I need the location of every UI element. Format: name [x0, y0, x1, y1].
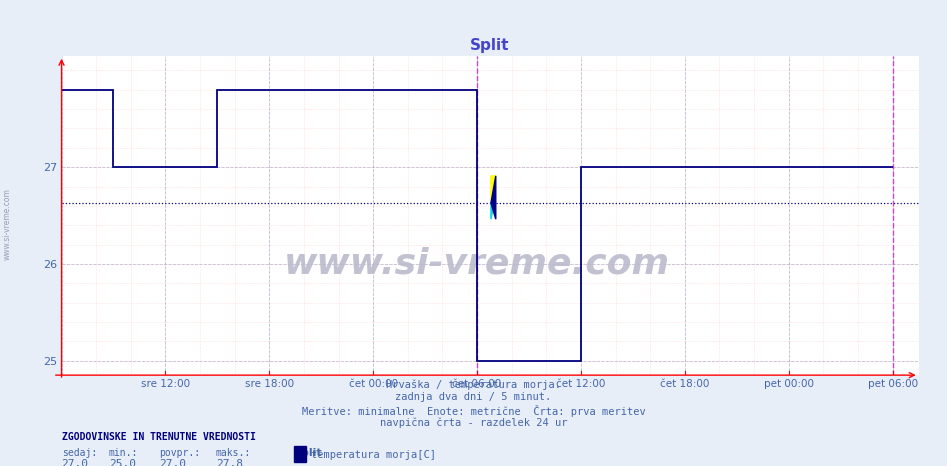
Title: Split: Split	[471, 38, 509, 54]
Polygon shape	[491, 203, 494, 219]
Text: 27,8: 27,8	[216, 459, 243, 466]
Text: Hrvaška / temperatura morja.: Hrvaška / temperatura morja.	[386, 380, 561, 391]
Text: Split: Split	[294, 448, 322, 458]
Text: Meritve: minimalne  Enote: metrične  Črta: prva meritev: Meritve: minimalne Enote: metrične Črta:…	[302, 405, 645, 417]
Text: www.si-vreme.com: www.si-vreme.com	[3, 188, 12, 260]
Polygon shape	[491, 176, 496, 219]
Text: 27,0: 27,0	[159, 459, 187, 466]
Text: temperatura morja[C]: temperatura morja[C]	[311, 450, 436, 460]
Text: www.si-vreme.com: www.si-vreme.com	[284, 247, 670, 281]
Text: zadnja dva dni / 5 minut.: zadnja dva dni / 5 minut.	[396, 392, 551, 402]
Text: maks.:: maks.:	[216, 448, 251, 458]
Text: povpr.:: povpr.:	[159, 448, 200, 458]
Text: sedaj:: sedaj:	[62, 448, 97, 458]
Text: ZGODOVINSKE IN TRENUTNE VREDNOSTI: ZGODOVINSKE IN TRENUTNE VREDNOSTI	[62, 432, 256, 442]
Text: 27,0: 27,0	[62, 459, 89, 466]
Text: min.:: min.:	[109, 448, 138, 458]
Text: 25,0: 25,0	[109, 459, 136, 466]
Text: navpična črta - razdelek 24 ur: navpična črta - razdelek 24 ur	[380, 418, 567, 428]
Polygon shape	[491, 176, 496, 203]
